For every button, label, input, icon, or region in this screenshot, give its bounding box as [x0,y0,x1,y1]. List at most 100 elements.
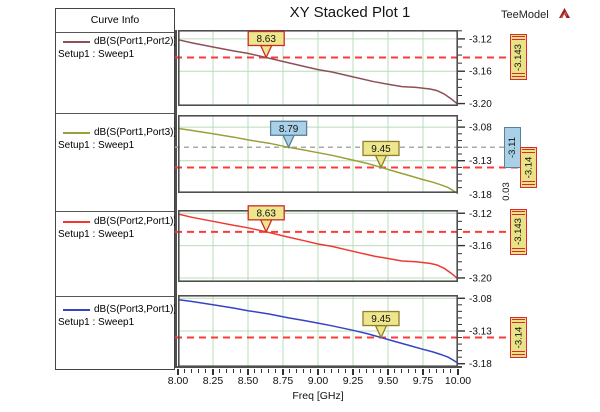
y-tick-label: -3.13 [469,156,492,167]
y-tick-label: -3.18 [469,359,492,370]
curve-info-header: Curve Info [90,14,140,26]
marker-box[interactable] [247,205,285,221]
subplot-frame [178,30,458,107]
x-tick [345,369,347,373]
marker-label: 9.45 [371,314,391,325]
legend-entry-port2-port1[interactable]: dB(S(Port2,Port1)) Setup1 : Sweep1 [58,216,177,240]
x-tick [177,369,179,375]
curve-label: dB(S(Port1,Port3)) [94,127,177,138]
x-tick [436,369,438,373]
curve-swatch-icon [63,220,90,223]
legend-entry-port1-port3[interactable]: dB(S(Port1,Port3)) Setup1 : Sweep1 [58,127,177,151]
marker-box[interactable] [362,140,400,157]
marker-flag-label: -3.11 [507,136,519,158]
marker-flag-label: -3.143 [513,218,524,246]
x-tick [240,369,242,373]
y-tick-label: -3.12 [469,34,492,45]
marker-pointer-icon[interactable] [282,134,296,149]
x-tick-label: 9.50 [377,375,399,387]
subplot-3-canvas[interactable]: -3.12 -3.16 -3.20 8.63 [175,205,513,284]
curve-swatch-icon [63,131,90,134]
marker-flag-label: -3.14 [523,156,534,179]
marker-flag[interactable]: -3.11 [504,126,521,168]
x-tick [338,369,340,373]
x-tick-label: 8.75 [272,375,294,387]
x-tick [191,369,193,373]
legend-divider [56,211,174,212]
x-tick [212,369,214,375]
curve-swatch-icon [63,40,90,43]
legend-entry-port1-port2[interactable]: dB(S(Port1,Port2)) Setup1 : Sweep1 [58,36,177,60]
x-tick [310,369,312,373]
x-tick [324,369,326,373]
x-tick [261,369,263,373]
legend-divider [56,113,174,114]
marker-label: 8.79 [279,124,299,135]
x-tick [401,369,403,373]
marker-flag[interactable]: -3.14 [510,317,527,359]
marker-pointer-icon[interactable] [259,219,273,234]
model-logo-icon [559,8,570,19]
x-tick [268,369,270,373]
legend-divider [56,32,174,33]
x-tick [219,369,221,373]
x-axis-line [175,366,462,369]
x-tick [275,369,277,373]
plot-left-spine [175,30,177,367]
x-tick-label: 10.00 [444,375,472,387]
legend-entry-port3-port1[interactable]: dB(S(Port3,Port1)) Setup1 : Sweep1 [58,304,177,328]
x-tick-label: 8.50 [237,375,259,387]
curve[interactable] [177,298,459,364]
curve-label: dB(S(Port1,Port2)) [94,36,177,47]
x-tick [394,369,396,373]
marker-label: 9.45 [371,144,391,155]
x-tick [282,369,284,375]
marker-box[interactable] [247,30,285,47]
x-tick [387,369,389,375]
x-tick [457,369,459,375]
plot-title: XY Stacked Plot 1 [289,4,411,21]
curve[interactable] [177,38,459,105]
x-tick [184,369,186,373]
x-tick [422,369,424,375]
marker-flag[interactable]: -3.14 [520,146,537,188]
marker-flag[interactable]: -3.143 [510,34,527,81]
curve[interactable] [177,127,459,195]
x-tick [247,369,249,375]
y-tick-label: -3.18 [469,190,492,201]
x-axis-title: Freq [GHz] [292,390,344,402]
x-tick [296,369,298,373]
curve[interactable] [177,213,459,280]
marker-flag[interactable]: -3.143 [510,208,527,255]
x-tick [373,369,375,373]
marker-box[interactable] [362,310,400,327]
curve-label: dB(S(Port2,Port1)) [94,216,177,227]
subplot-1-canvas[interactable]: -3.12 -3.16 -3.20 8.63 [175,30,513,110]
y-tick-label: -3.12 [469,209,492,220]
legend-divider [56,296,174,297]
subplot-frame [178,115,458,194]
delta-value-label: 0.03 [500,182,512,201]
curve-setup-label: Setup1 : Sweep1 [58,49,135,60]
subplot-4-canvas[interactable]: -3.08 -3.13 -3.18 9.45 [175,294,513,370]
x-tick [429,369,431,373]
model-name-label: TeeModel [501,9,549,21]
y-tick-label: -3.16 [469,241,492,252]
x-tick [415,369,417,373]
subplot-2-canvas[interactable]: -3.08 -3.13 -3.18 8.79 9.45 [175,115,523,201]
y-tick-label: -3.13 [469,327,492,338]
x-tick [443,369,445,373]
marker-box[interactable] [269,120,308,136]
x-tick-label: 9.25 [342,375,364,387]
x-tick [317,369,319,375]
curve-setup-label: Setup1 : Sweep1 [58,229,135,240]
curve-setup-label: Setup1 : Sweep1 [58,140,135,151]
curve-label: dB(S(Port3,Port1)) [94,304,177,315]
curve-setup-label: Setup1 : Sweep1 [58,317,135,328]
marker-pointer-icon[interactable] [259,44,273,60]
marker-label: 8.63 [256,208,276,219]
y-tick-label: -3.16 [469,67,492,78]
marker-label: 8.63 [256,34,276,45]
y-tick-label: -3.20 [469,99,492,110]
